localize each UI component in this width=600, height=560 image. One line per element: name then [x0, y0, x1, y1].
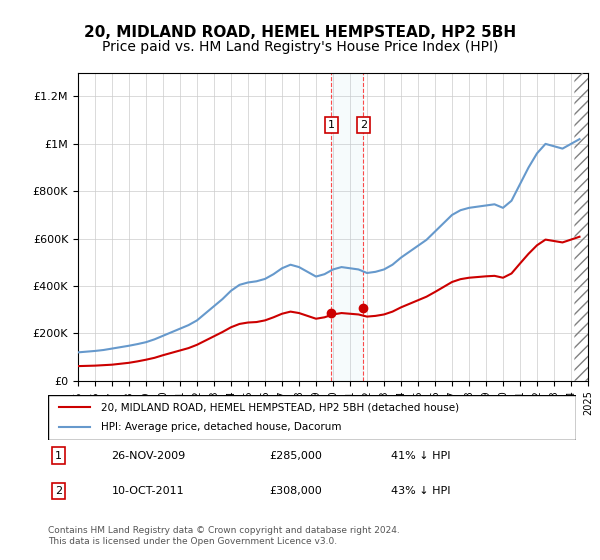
- Text: 1: 1: [55, 451, 62, 461]
- Text: 10-OCT-2011: 10-OCT-2011: [112, 486, 184, 496]
- FancyBboxPatch shape: [48, 395, 576, 440]
- Text: £285,000: £285,000: [270, 451, 323, 461]
- Text: Price paid vs. HM Land Registry's House Price Index (HPI): Price paid vs. HM Land Registry's House …: [102, 40, 498, 54]
- Text: 20, MIDLAND ROAD, HEMEL HEMPSTEAD, HP2 5BH: 20, MIDLAND ROAD, HEMEL HEMPSTEAD, HP2 5…: [84, 25, 516, 40]
- Text: 41% ↓ HPI: 41% ↓ HPI: [391, 451, 451, 461]
- Text: 1: 1: [328, 120, 335, 130]
- Text: 2: 2: [359, 120, 367, 130]
- Text: 2: 2: [55, 486, 62, 496]
- Text: 20, MIDLAND ROAD, HEMEL HEMPSTEAD, HP2 5BH (detached house): 20, MIDLAND ROAD, HEMEL HEMPSTEAD, HP2 5…: [101, 402, 459, 412]
- Bar: [331, 73, 363, 381]
- Text: 43% ↓ HPI: 43% ↓ HPI: [391, 486, 451, 496]
- Text: £308,000: £308,000: [270, 486, 323, 496]
- Text: HPI: Average price, detached house, Dacorum: HPI: Average price, detached house, Daco…: [101, 422, 341, 432]
- Text: 26-NOV-2009: 26-NOV-2009: [112, 451, 185, 461]
- Text: Contains HM Land Registry data © Crown copyright and database right 2024.
This d: Contains HM Land Registry data © Crown c…: [48, 526, 400, 546]
